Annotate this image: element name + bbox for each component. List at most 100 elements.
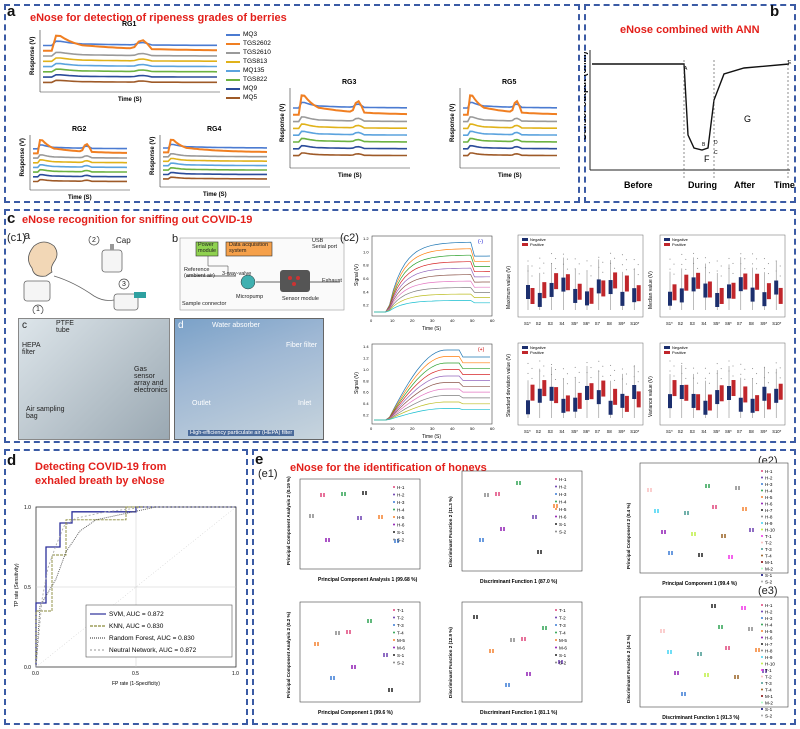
scatter-legend-marker [761, 561, 763, 563]
scatter-point [704, 673, 706, 675]
scatter-legend-text: H-4 [765, 623, 773, 628]
roc-legend-text: Neutral Network, AUC = 0.872 [109, 647, 197, 654]
box-positive [719, 385, 724, 402]
panel-a-title: eNose for detection of ripeness grades o… [30, 12, 287, 24]
outlier [708, 382, 710, 384]
outlier [716, 270, 718, 272]
scatter-legend-text: H-1 [765, 603, 773, 608]
scatter-point [654, 509, 656, 511]
sensor-curve [163, 153, 267, 158]
scatter-legend-text: T-2 [397, 616, 404, 621]
outlier [562, 263, 564, 265]
box-negative [596, 390, 601, 405]
outlier [598, 266, 600, 268]
scatter-frame [639, 462, 789, 574]
scatter-point [677, 673, 679, 675]
signal-ytick: 1.0 [363, 249, 369, 254]
scatter-point [664, 532, 666, 534]
e1-label: (e1) [258, 468, 278, 480]
scatter-legend-text: T-4 [765, 554, 772, 559]
scatter-point [503, 529, 505, 531]
scatter-point [542, 628, 544, 630]
roc-curve [35, 506, 236, 667]
scatter-legend-marker [393, 609, 395, 611]
outlier [775, 270, 777, 272]
box-positive [696, 394, 701, 411]
diagonal [35, 506, 237, 668]
scatter-point [388, 688, 390, 690]
scatter-point [378, 517, 380, 519]
outlier [610, 252, 612, 254]
outlier [633, 259, 635, 261]
outlier [539, 257, 541, 259]
scatter-legend-marker [555, 493, 557, 495]
scatter-point [663, 631, 665, 633]
box-positive [672, 284, 677, 301]
scatter-point [691, 532, 693, 534]
scatter-point [529, 672, 531, 674]
scatter-point [765, 669, 767, 671]
legend-item: TGS2602 [226, 39, 286, 48]
y-label: Response (V) [450, 104, 456, 142]
box-positive [636, 391, 641, 408]
outlier [578, 273, 580, 275]
outlier [555, 379, 557, 381]
scatter-legend-text: H-7 [765, 508, 773, 513]
scatter-legend-marker [555, 616, 557, 619]
scatter-point [715, 505, 717, 507]
scatter-point [312, 516, 314, 518]
legend-swatch-neg [664, 238, 670, 241]
signal-curve [374, 401, 490, 421]
signal-ytick: 0.4 [363, 289, 369, 294]
region-label: G [744, 114, 751, 124]
scatter-point [320, 495, 322, 497]
scatter-point [741, 608, 743, 610]
subplot-title: RG3 [342, 79, 357, 86]
scatter-legend-text: S-1 [559, 522, 567, 527]
outlier [728, 360, 730, 362]
scatter-legend-marker [761, 708, 763, 710]
outlier [704, 257, 706, 259]
box-xtick: S8 [607, 429, 613, 434]
signal-xtick: 40 [450, 318, 455, 323]
scatter-point [708, 484, 710, 486]
outlier [779, 377, 781, 379]
outlier [693, 377, 695, 379]
scatter-point [671, 551, 673, 553]
scatter-point [742, 509, 744, 511]
box-xtick: S4 [559, 429, 565, 434]
outlier [685, 268, 687, 270]
scatter-legend-text: H-5 [765, 629, 773, 634]
box-positive [542, 380, 547, 397]
panel-d-title: Detecting COVID-19 from exhaled breath b… [35, 461, 167, 487]
scatter-xlabel: Principal Component 1 (99.4 %) [662, 581, 737, 587]
fiber-filter-label: Fiber filter [286, 342, 318, 349]
scatter-legend-text: H-9 [765, 655, 773, 660]
scatter-point [325, 540, 327, 542]
scatter-legend-marker [761, 483, 763, 485]
scatter-point [758, 650, 760, 652]
outlier [574, 258, 576, 260]
gas-sensor-label: Gas sensor array and electronics [134, 366, 168, 394]
scatter-point [742, 507, 744, 509]
outlier [720, 368, 722, 370]
scatter-point [367, 619, 369, 621]
scatter-xlabel: Principal Component Analysis 1 (99.68 %) [318, 577, 418, 583]
outlier [752, 253, 754, 255]
scatter-point [524, 639, 526, 641]
panel-a-label: a [7, 3, 16, 20]
region-label: C [714, 150, 718, 156]
outlier [693, 252, 695, 254]
roc-xtick: 0.0 [32, 671, 39, 677]
scatter-legend-text: H-6 [765, 502, 773, 507]
signal-ytick: 1.2 [363, 236, 369, 241]
box-negative [762, 386, 767, 401]
scatter-point [341, 492, 343, 494]
scatter-point [701, 555, 703, 557]
scatter-point [657, 511, 659, 513]
scatter-point [510, 640, 512, 642]
scatter-point [367, 621, 369, 623]
outlier [716, 373, 718, 375]
scatter-legend-text: H-6 [559, 515, 567, 520]
outlier [637, 274, 639, 276]
